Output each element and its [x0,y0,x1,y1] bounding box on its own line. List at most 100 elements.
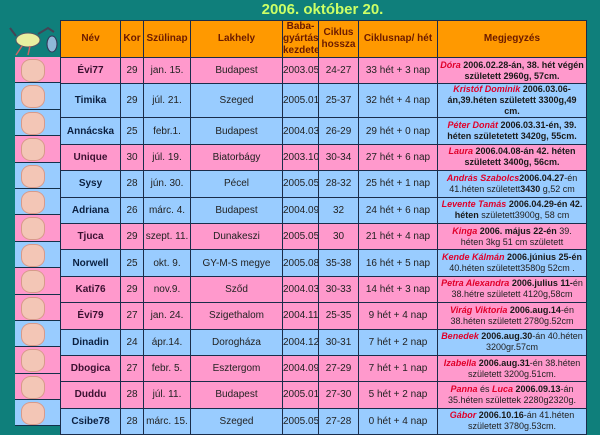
cell-city: Szeged [190,83,283,119]
table-row: Adriana 26 márc. 4. Budapest 2004.09 32 24 hét… [60,196,587,224]
table-row: Unique 30 júl. 19. Biatorbágy 2003.10 30-34 27… [60,143,587,172]
baby-icon [21,270,45,294]
cell-age: 24 [120,328,144,356]
cell-age: 29 [120,83,144,119]
note-normal: 40.héten született3580g 52cm . [449,263,575,274]
cell-city: Budapest [190,381,283,409]
cell-cycle: 27-29 [318,354,359,383]
page-title: 2006. október 20. [261,1,384,18]
cell-note: Izabella 2006.aug.31-én 38.héten születe… [437,354,587,383]
cell-name: Kati76 [60,275,121,304]
cell-note: Virág Viktoria 2006.aug.14-én 38.héten s… [437,302,587,330]
cell-cycle: 30-31 [318,328,359,356]
header-name: Név [60,20,121,58]
cell-city: Dorogháza [190,328,283,356]
cell-birthday: jún. 30. [143,170,191,198]
cell-start: 2004.09 [282,354,319,383]
cell-age: 25 [120,117,144,145]
cell-note: Benedek 2006.aug.30-án 40.héten 3200gr.5… [437,328,587,356]
header-city: Lakhely [190,20,283,58]
header-age: Kor [120,20,144,58]
note-bold: 2006.04.08-án 42. héten született 3400g,… [464,146,576,168]
note-name: Izabella [443,357,477,368]
table-row: Timika 29 júl. 21. Szeged 2005.01 25-37 32 hét… [60,83,587,119]
baby-icon [21,138,45,162]
note-bold: 2006.június 25-én [504,252,583,263]
note-bold: 2006.04.27 [519,172,565,183]
cell-cycle: 30 [318,222,359,251]
cell-city: Budapest [190,117,283,145]
cell-note: András Szabolcs2006.04.27-én 41.héten sz… [437,170,587,198]
note-name: Péter Donát [447,120,498,131]
cell-start: 2005.08 [282,249,319,277]
cell-cycle: 25-35 [318,302,359,330]
table-row: Csibe78 28 márc. 15. Szeged 2005.05 27-28 0 hé… [60,407,587,435]
baby-strip [15,215,61,242]
cell-name: Norwell [60,249,121,277]
baby-icon [21,375,45,399]
cell-note: Panna és Luca 2006.09.13-án 35.héten szü… [437,381,587,409]
cell-week: 32 hét + 4 nap [358,83,438,119]
cell-age: 28 [120,381,144,409]
cell-cycle: 26-29 [318,117,359,145]
note-bold: 2006.aug.14 [507,304,561,315]
note-name: Kende Kálmán [441,252,505,263]
baby-icon [21,296,45,320]
cell-age: 29 [120,56,144,85]
note-normal: -én 41.héten született [449,172,578,194]
cell-week: 33 hét + 3 nap [358,56,438,85]
cell-week: 16 hét + 5 nap [358,249,438,277]
cell-week: 21 hét + 4 nap [358,222,438,251]
note-bold: 2006.10.16 [476,410,524,421]
cell-age: 28 [120,170,144,198]
table-row: Dbogica 27 febr. 5. Esztergom 2004.09 27-29 7 … [60,354,587,383]
cell-week: 5 hét + 2 nap [358,381,438,409]
cell-city: Budapest [190,196,283,224]
note-name: Luca [491,383,513,394]
note-name: Kristóf Dominik [453,84,521,95]
baby-strip [15,400,61,427]
cell-start: 2005.05 [282,170,319,198]
note-name: Dóra [440,59,461,70]
baby-strip [15,188,61,216]
cell-city: Budapest [190,56,283,85]
cell-age: 28 [120,407,144,435]
note-normal: -én 38.héten született 3200g.51cm. [467,357,581,379]
cell-start: 2005.01 [282,83,319,119]
note-name: Benedek [441,331,479,342]
cell-age: 25 [120,249,144,277]
cell-week: 7 hét + 2 nap [358,328,438,356]
header-start: Baba-gyártás kezdete [282,20,319,58]
header-note: Megjegyzés [437,20,587,58]
cell-name: Dinadin [60,328,121,356]
cell-start: 2005.01 [282,381,319,409]
baby-icon [21,217,45,241]
note-name: Levente Tamás [441,199,507,210]
note-name: Panna [450,383,478,394]
cell-name: Tjuca [60,222,121,251]
note-normal: g,52 cm [540,183,575,194]
baby-strip [15,373,61,401]
cell-city: GY-M-S megye [190,249,283,277]
baby-icon [21,164,45,188]
cell-start: 2004.03 [282,117,319,145]
cell-birthday: jan. 15. [143,56,191,85]
baby-strip [15,109,61,137]
baby-icon [21,85,45,109]
note-name: Petra Alexandra [441,278,510,289]
cell-week: 29 hét + 0 nap [358,117,438,145]
note-name: András Szabolcs [446,172,520,183]
header-week: Ciklusnap/ hét [358,20,438,58]
cell-start: 2004.03 [282,275,319,304]
note-name: Virág Viktoria [450,304,508,315]
baby-strip [15,241,61,269]
cell-birthday: okt. 9. [143,249,191,277]
table-row: Tjuca 29 szept. 11. Dunakeszi 2005.05 30 21 hé… [60,222,587,251]
cell-city: Szigethalom [190,302,283,330]
note-normal: -án 40.héten 3200gr.57cm [485,331,583,353]
note-name: Kinga [452,225,478,236]
baby-icon [21,322,45,346]
cell-age: 27 [120,354,144,383]
note-normal: -én 38.héten született 2780g.52cm [450,304,574,326]
cell-cycle: 27-28 [318,407,359,435]
